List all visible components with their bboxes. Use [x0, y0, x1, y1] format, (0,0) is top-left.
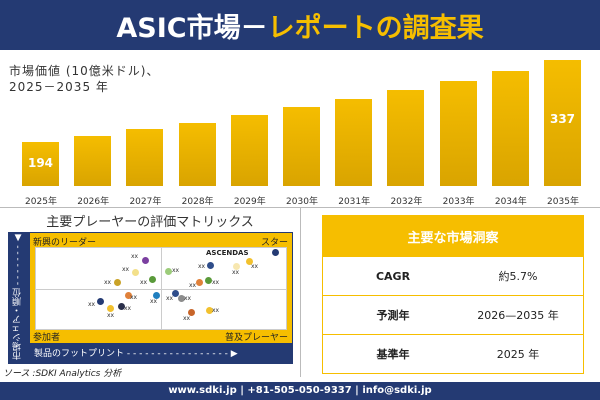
bar [230, 115, 268, 186]
bar [178, 122, 216, 186]
x-axis-text: 製品のフットプリント [34, 349, 125, 359]
matrix-title: 主要プレーヤーの評価マトリックス [46, 215, 254, 230]
x-tick-label: 2029年 [233, 197, 266, 207]
chart-title: 市場価値 (10億米ドル)、 2025－2035 年 [9, 63, 159, 95]
x-tick-label: 2028年 [181, 197, 214, 207]
bar [283, 107, 320, 186]
insights-table: 主要な市場洞察 CAGR 約5.7% 予測年 2026—2035 年 基準年 2025… [322, 215, 584, 374]
bar [491, 70, 529, 186]
matrix-frame: 新興のリーダー スター 参加者 普及プレーヤー [30, 233, 292, 343]
row-value: 約5.7% [498, 270, 538, 283]
y-axis-text: 市場シェア・順位 [13, 288, 23, 360]
chart-title-line2: 2025－2035 年 [9, 80, 109, 94]
bar [74, 135, 112, 186]
footer-contact: www.sdki.jp | +81-505-050-9337 | info@sd… [0, 382, 600, 400]
x-tick-label: 2035年 [547, 197, 579, 207]
insight-row: 予測年 2026—2035 年 [323, 295, 583, 334]
quadrant-top-left: 新興のリーダー [33, 238, 97, 248]
player-matrix: 市場シェア・順位 - - - - - - - ▲ 新興のリーダー スター 参加者… [8, 232, 293, 364]
title-main: ASIC市場－ [116, 12, 268, 44]
bar-data-label: 337 [549, 112, 576, 126]
bar [335, 98, 373, 186]
bar-chart: 194 2025年 2026年 2027年 2028年 2029年 2030年 2031年 20… [22, 60, 581, 207]
quadrant-top-right: スター [260, 238, 288, 248]
x-tick-label: 2027年 [129, 197, 162, 207]
insight-row: CAGR 約5.7% [323, 256, 583, 295]
x-tick-label: 2031年 [338, 197, 371, 207]
row-key: 予測年 [376, 309, 410, 322]
bar [439, 80, 477, 186]
x-tick-label: 2025年 [25, 197, 57, 207]
source-note: ソース :SDKI Analytics 分析 [3, 369, 122, 379]
quadrant-bottom-right: 普及プレーヤー [224, 333, 288, 343]
row-key: 基準年 [376, 348, 410, 361]
bar [544, 60, 581, 186]
x-tick-label: 2034年 [494, 197, 527, 207]
title-sub: レポートの調査果 [267, 12, 484, 44]
row-value: 2026—2035 年 [477, 309, 559, 322]
y-axis-label: 市場シェア・順位 - - - - - - - ▲ [13, 232, 23, 360]
row-key: CAGR [375, 269, 411, 283]
x-tick-label: 2026年 [77, 197, 110, 207]
x-tick-label: 2030年 [286, 197, 318, 207]
divider [300, 207, 301, 377]
bar [126, 129, 164, 186]
chart-title-line1: 市場価値 (10億米ドル)、 [9, 64, 160, 78]
insights-title: 主要な市場洞察 [323, 216, 583, 256]
bar-data-label: 194 [27, 156, 54, 170]
insight-row: 基準年 2025 年 [323, 334, 583, 373]
quadrant-bottom-left: 参加者 [33, 333, 61, 343]
bar [387, 89, 425, 186]
x-tick-label: 2032年 [390, 197, 423, 207]
x-axis-label: 製品のフットプリント - - - - - - - - - - - - - - -… [34, 349, 238, 359]
bar [22, 142, 59, 186]
header-banner: ASIC市場－ レポートの調査果 [0, 0, 600, 50]
row-value: 2025 年 [496, 348, 540, 361]
x-tick-label: 2033年 [442, 197, 475, 207]
